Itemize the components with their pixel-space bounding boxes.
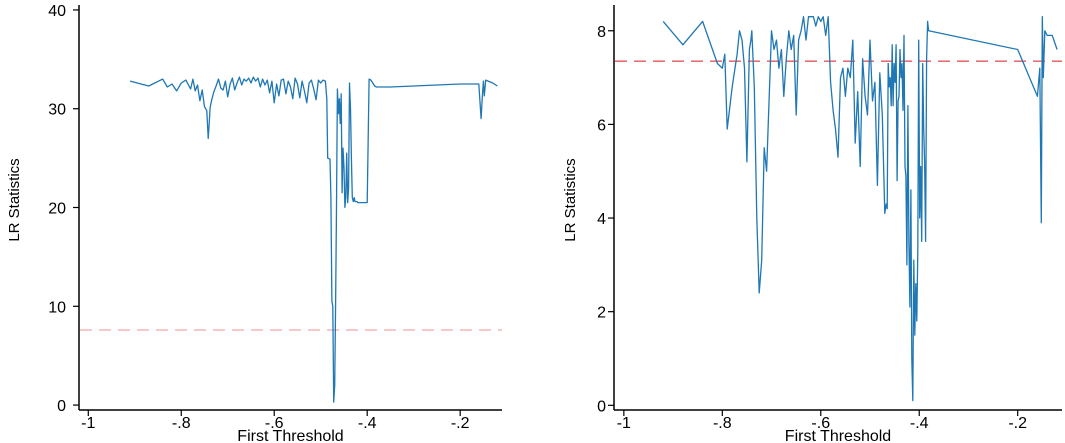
y-tick-label: 30 — [48, 102, 66, 119]
lr-statistic-line — [129, 76, 498, 403]
x-tick-label: -1 — [81, 415, 95, 432]
x-tick-label: -.6 — [265, 415, 284, 432]
right-chart: 0 2 4 6 8 -1 -.8 -.6 -.4 -.2 First Threshold LR Sta… — [562, 5, 1062, 443]
x-tick-label: -.4 — [358, 415, 377, 432]
y-tick-label: 2 — [597, 305, 606, 322]
y-tick-label: 0 — [597, 398, 606, 415]
y-tick-label: 8 — [597, 24, 606, 41]
y-tick-label: 10 — [48, 299, 66, 316]
y-tick-label: 6 — [597, 117, 606, 134]
x-tick-label: -.8 — [172, 415, 191, 432]
x-tick-label: -.2 — [1008, 415, 1027, 432]
lr-statistic-line — [662, 16, 1058, 402]
y-tick-label: 20 — [48, 201, 66, 218]
y-tick-label: 0 — [57, 398, 66, 415]
x-axis-label: First Threshold — [785, 428, 891, 443]
left-chart: 0 10 20 30 40 -1 -.8 -.6 -.4 -.2 First Threshold LR… — [6, 3, 502, 443]
y-tick-label: 40 — [48, 3, 66, 20]
x-tick-label: -.6 — [811, 415, 830, 432]
x-axis-label: First Threshold — [237, 428, 343, 443]
y-axis-label: LR Statistics — [6, 158, 23, 241]
x-tick-label: -.4 — [910, 415, 929, 432]
x-tick-label: -.8 — [713, 415, 732, 432]
y-tick-label: 4 — [597, 211, 606, 228]
y-axis-label: LR Statistics — [562, 158, 579, 241]
x-tick-label: -1 — [617, 415, 631, 432]
x-tick-label: -.2 — [451, 415, 470, 432]
